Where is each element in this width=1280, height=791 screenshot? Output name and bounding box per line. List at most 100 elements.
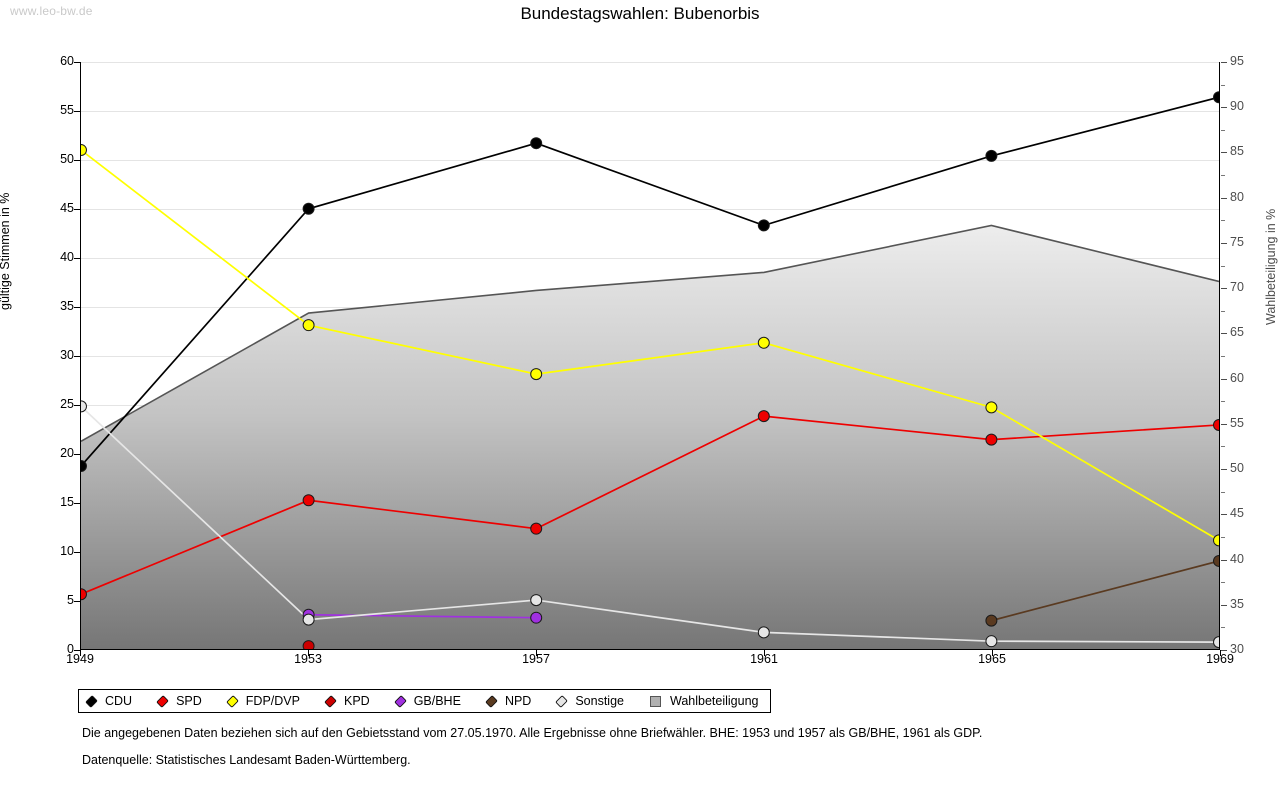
legend-item-wahlbeteiligung[interactable]: Wahlbeteiligung: [650, 694, 758, 708]
point-fdp-dvp: [757, 336, 770, 349]
left-tick-mark: [74, 503, 80, 504]
right-tick-mark: [1221, 152, 1227, 154]
gridline: [81, 160, 1219, 161]
right-tick-mark-minor: [1221, 220, 1225, 222]
x-tick-mark: [308, 650, 309, 656]
point-cdu: [530, 137, 543, 150]
right-tick-label: 75: [1230, 234, 1244, 249]
legend-item-spd[interactable]: SPD: [156, 694, 202, 708]
wahlbeteiligung-area: [81, 224, 1219, 649]
left-tick-mark: [74, 552, 80, 553]
right-tick-mark-minor: [1221, 627, 1225, 629]
x-tick-mark: [1220, 650, 1221, 656]
point-spd: [985, 433, 998, 446]
right-tick-mark: [1221, 288, 1227, 290]
left-tick-label: 50: [60, 152, 74, 166]
right-tick-mark: [1221, 604, 1227, 606]
right-tick-mark-minor: [1221, 491, 1225, 493]
legend-diamond-icon: [485, 694, 498, 708]
x-tick-mark: [992, 650, 993, 656]
point-spd: [81, 588, 87, 601]
left-tick-label: 25: [60, 397, 74, 411]
left-tick-mark: [74, 258, 80, 259]
left-tick-label: 10: [60, 544, 74, 558]
right-tick-mark-minor: [1221, 310, 1225, 312]
line-cdu: [81, 96, 1219, 467]
point-gb-bhe: [530, 611, 543, 624]
point-fdp-dvp: [1213, 534, 1219, 547]
point-sonstige: [530, 594, 543, 607]
left-tick-mark: [74, 650, 80, 651]
footnote-gebietsstand: Die angegebenen Daten beziehen sich auf …: [82, 726, 983, 740]
right-tick-label: 45: [1230, 506, 1244, 521]
legend-diamond-icon: [156, 694, 169, 708]
left-tick-label: 35: [60, 299, 74, 313]
right-tick-mark-minor: [1221, 446, 1225, 448]
party-lines: [81, 96, 1219, 644]
right-tick-label: 60: [1230, 370, 1244, 385]
page-title: Bundestagswahlen: Bubenorbis: [520, 4, 760, 23]
right-tick-mark-minor: [1221, 129, 1225, 131]
legend-label: Sonstige: [575, 694, 624, 708]
left-tick-label: 40: [60, 250, 74, 264]
legend-item-kpd[interactable]: KPD: [324, 694, 370, 708]
watermark-leo-bw: www.leo-bw.de: [10, 4, 93, 18]
legend-item-cdu[interactable]: CDU: [85, 694, 132, 708]
point-sonstige: [81, 400, 87, 413]
point-sonstige: [757, 626, 770, 639]
right-tick-mark-minor: [1221, 401, 1225, 403]
point-sonstige: [302, 613, 315, 626]
point-spd: [530, 522, 543, 535]
right-tick-mark: [1221, 242, 1227, 244]
left-tick-mark: [74, 601, 80, 602]
legend-diamond-icon: [555, 694, 569, 708]
x-tick-label: 1965: [978, 652, 1006, 666]
left-tick-mark: [74, 111, 80, 112]
legend-diamond-icon: [85, 694, 98, 708]
legend: CDU SPD FDP/DVP KPD GB/BHE NPD Sonstige Wahlbet…: [78, 689, 772, 713]
point-fdp-dvp: [81, 144, 87, 157]
right-tick-mark: [1221, 107, 1227, 109]
left-tick-label: 60: [60, 54, 74, 68]
legend-item-fdp-dvp[interactable]: FDP/DVP: [225, 694, 300, 708]
right-tick-mark: [1221, 514, 1227, 516]
left-tick-label: 20: [60, 446, 74, 460]
right-tick-label: 35: [1230, 596, 1244, 611]
right-tick-label: 55: [1230, 415, 1244, 430]
legend-label: GB/BHE: [413, 694, 461, 708]
right-tick-label: 50: [1230, 461, 1244, 476]
x-tick-label: 1969: [1206, 652, 1234, 666]
point-fdp-dvp: [985, 401, 998, 414]
legend-label: NPD: [504, 694, 532, 708]
left-axis-title: gültige Stimmen in %: [0, 193, 12, 310]
legend-label: Wahlbeteiligung: [670, 694, 759, 708]
party-points: [81, 91, 1219, 649]
left-tick-mark: [74, 356, 80, 357]
right-tick-label: 90: [1230, 99, 1244, 114]
gridline: [81, 111, 1219, 112]
legend-diamond-icon: [393, 694, 407, 708]
right-tick-mark: [1221, 469, 1227, 471]
x-tick-label: 1949: [66, 652, 94, 666]
point-spd: [1213, 418, 1219, 431]
point-npd: [1213, 554, 1219, 567]
left-tick-label: 15: [60, 495, 74, 509]
legend-item-npd[interactable]: NPD: [485, 694, 532, 708]
x-tick-label: 1961: [750, 652, 778, 666]
right-tick-label: 85: [1230, 144, 1244, 159]
left-tick-mark: [74, 454, 80, 455]
right-tick-mark: [1221, 378, 1227, 380]
right-tick-mark: [1221, 333, 1227, 335]
point-spd: [757, 410, 770, 423]
legend-label: SPD: [176, 694, 202, 708]
point-fdp-dvp: [530, 368, 543, 381]
point-cdu: [985, 149, 998, 162]
x-tick-mark: [536, 650, 537, 656]
right-tick-label: 95: [1230, 54, 1244, 68]
legend-label: KPD: [343, 694, 370, 708]
point-spd: [302, 494, 315, 507]
right-tick-mark-minor: [1221, 582, 1225, 584]
legend-item-gb-bhe[interactable]: GB/BHE: [393, 694, 461, 708]
point-sonstige: [1213, 636, 1219, 649]
legend-item-sonstige[interactable]: Sonstige: [555, 694, 624, 708]
